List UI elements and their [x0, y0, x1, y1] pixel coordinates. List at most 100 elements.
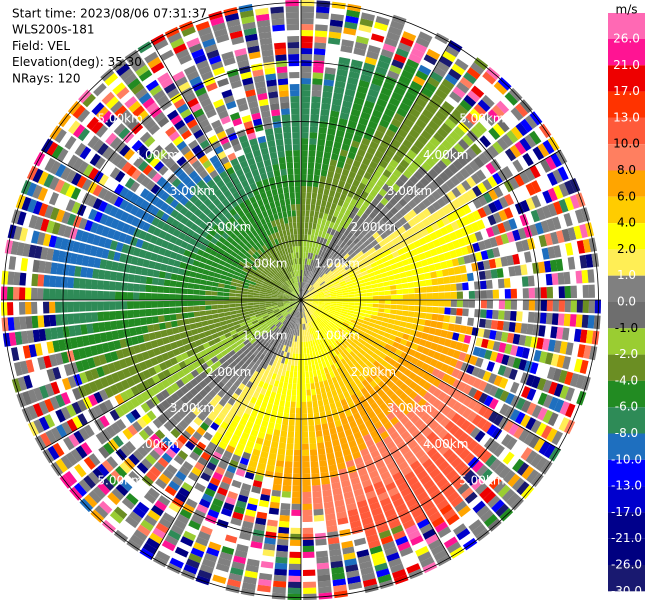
radar-gate — [61, 276, 69, 288]
radar-gate — [265, 266, 272, 272]
radar-gate — [217, 487, 228, 497]
radar-gate — [143, 514, 158, 527]
radar-gate — [170, 209, 179, 219]
radar-gate — [320, 417, 328, 425]
radar-gate — [82, 164, 94, 177]
radar-gate — [287, 321, 292, 328]
radar-gate — [432, 335, 441, 344]
radar-gate — [354, 293, 361, 297]
radar-gate — [559, 341, 568, 355]
radar-gate — [280, 309, 286, 314]
radar-gate — [330, 304, 337, 308]
radar-gate — [223, 450, 233, 459]
radar-gate — [52, 249, 60, 262]
radar-gate — [87, 256, 96, 268]
radar-gate — [459, 99, 473, 112]
radar-gate — [329, 116, 339, 124]
radar-gate — [165, 184, 176, 195]
radar-gate — [353, 287, 361, 292]
radar-gate — [372, 393, 381, 402]
radar-gate — [103, 203, 114, 215]
radar-gate — [469, 355, 478, 366]
radar-gate — [318, 127, 327, 134]
radar-gate — [346, 312, 354, 317]
radar-gate — [446, 331, 454, 340]
radar-gate — [416, 491, 429, 502]
radar-gate — [306, 258, 310, 265]
radar-gate — [309, 308, 314, 314]
radar-gate — [588, 284, 595, 298]
radar-gate — [415, 545, 429, 557]
radar-gate — [241, 297, 248, 300]
radar-gate — [98, 322, 106, 332]
radar-gate — [151, 285, 158, 293]
radar-gate — [322, 251, 328, 259]
radar-gate — [325, 253, 331, 260]
radar-gate — [202, 269, 210, 276]
radar-gate — [393, 421, 403, 431]
radar-gate — [322, 287, 329, 292]
radar-gate — [405, 322, 413, 329]
radar-gate — [310, 306, 317, 311]
radar-gate — [50, 327, 58, 340]
radar-gate — [408, 294, 415, 300]
radar-gate — [207, 441, 217, 451]
radar-gate — [303, 311, 305, 318]
radar-gate — [318, 405, 325, 413]
radar-gate — [309, 240, 313, 248]
radar-gate — [346, 502, 357, 511]
radar-gate — [564, 180, 575, 195]
radar-gate — [164, 485, 177, 497]
radar-gate — [357, 468, 368, 477]
radar-gate — [327, 262, 333, 269]
radar-gate — [353, 431, 362, 440]
radar-gate — [543, 444, 556, 459]
radar-gate — [190, 265, 198, 272]
radar-gate — [76, 175, 88, 189]
radar-gate — [439, 503, 453, 516]
radar-gate — [146, 268, 155, 277]
radar-gate — [208, 228, 217, 237]
radar-gate — [464, 164, 475, 176]
radar-gate — [317, 132, 327, 140]
radar-gate — [340, 227, 347, 235]
radar-gate — [157, 308, 164, 316]
radar-gate — [478, 380, 488, 392]
radar-gate — [514, 174, 525, 187]
radar-gate — [56, 148, 69, 162]
radar-gate — [267, 321, 273, 327]
radar-gate — [56, 326, 64, 339]
radar-gate — [314, 229, 320, 237]
radar-gate — [320, 322, 326, 328]
radar-gate — [327, 283, 334, 288]
radar-gate — [301, 419, 308, 426]
radar-gate — [205, 359, 214, 367]
radar-gate — [338, 248, 345, 256]
radar-gate — [378, 308, 385, 313]
radar-gate — [265, 319, 272, 325]
radar-gate — [54, 236, 63, 249]
radar-gate — [362, 453, 372, 462]
radar-gate — [348, 302, 355, 306]
radar-gate — [178, 419, 189, 430]
radar-gate — [122, 428, 134, 440]
radar-gate — [521, 347, 530, 359]
radar-gate — [212, 451, 222, 461]
radar-gate — [260, 401, 268, 409]
radar-gate — [8, 332, 17, 346]
radar-gate — [521, 386, 531, 399]
radar-gate — [358, 79, 370, 89]
radar-gate — [386, 253, 394, 261]
radar-gate — [386, 371, 395, 380]
radar-gate — [324, 507, 335, 515]
radar-gate — [301, 234, 304, 241]
radar-gate — [296, 341, 299, 348]
radar-gate — [325, 278, 331, 284]
radar-gate — [7, 317, 15, 331]
radar-gate — [147, 487, 160, 499]
radar-gate — [298, 353, 301, 360]
radar-gate — [327, 365, 333, 373]
radar-gate — [372, 265, 380, 272]
radar-gate — [312, 241, 317, 248]
radar-gate — [19, 316, 27, 330]
